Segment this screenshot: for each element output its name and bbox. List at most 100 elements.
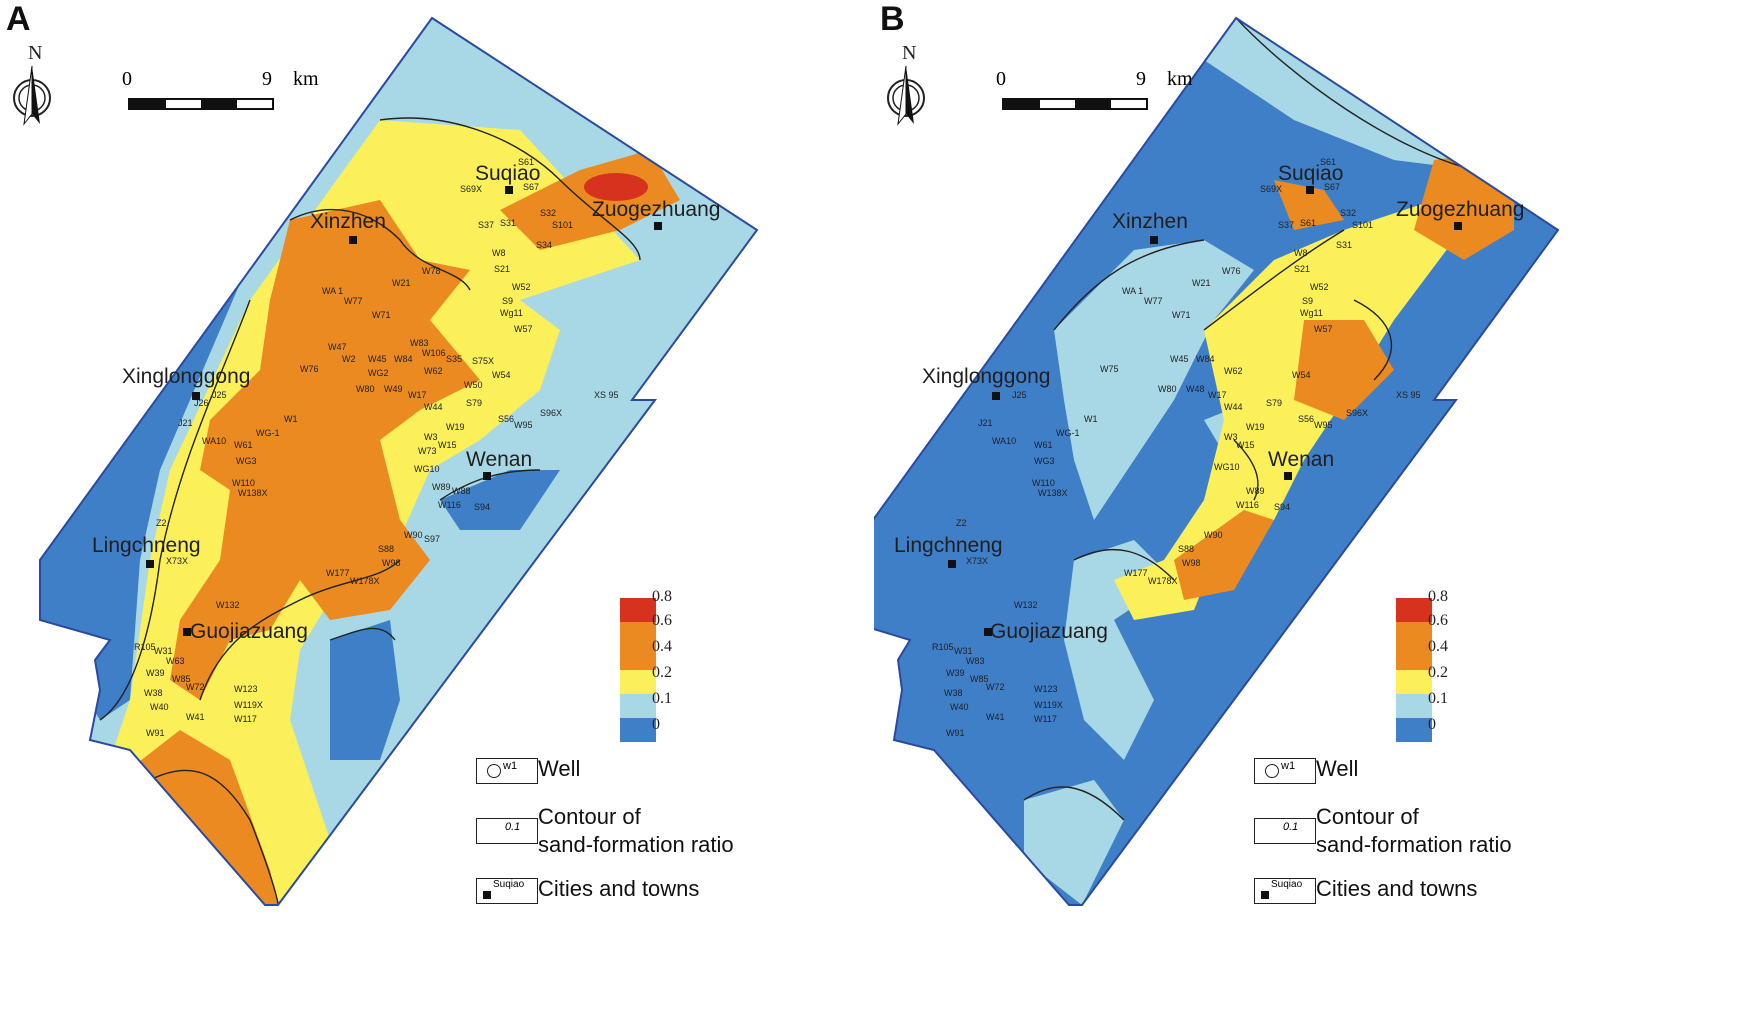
town-label: Guojiazuang (990, 620, 1108, 643)
well-label: WG10 (1214, 462, 1240, 472)
colorbar-tick: 0 (1428, 716, 1436, 733)
well-label: W45 (1170, 354, 1189, 364)
panel-a-map: A N 0 9 km Suqiao Zuogezhuang Xinzhen Xi… (6, 0, 759, 906)
well-label: W49 (384, 384, 403, 394)
north-arrow: N (880, 42, 936, 144)
well-label: XS 95 (1396, 390, 1421, 400)
scale-bar-graphic (128, 98, 274, 110)
well-label: W61 (234, 440, 253, 450)
well-label: S96X (1346, 408, 1369, 418)
well-label: J25 (212, 390, 227, 400)
well-label: WG-1 (256, 428, 280, 438)
well-label: S101 (552, 220, 574, 230)
well-label: W90 (404, 530, 423, 540)
town-marker (349, 236, 357, 244)
scale-bar: 0 9 km (996, 68, 1252, 122)
well-label: W63 (166, 656, 185, 666)
colorbar-tick: 0.8 (1428, 588, 1448, 605)
well-label: WA10 (992, 436, 1017, 446)
town-label: Zuogezhuang (592, 198, 721, 221)
well-label: W50 (464, 380, 483, 390)
panel-b-map: B N 0 9 km Suqiao Zuogezhuang Xinzhen Xi… (874, 0, 1748, 1013)
scale-start-label: 0 (996, 68, 1006, 90)
well-label: W54 (1292, 370, 1311, 380)
town-marker (192, 392, 200, 400)
well-label: W91 (946, 728, 965, 738)
scale-end-label: 9 (262, 68, 272, 90)
town-marker (984, 628, 992, 636)
well-label: W41 (986, 712, 1005, 722)
well-label: W83 (410, 338, 429, 348)
well-label: S88 (1178, 544, 1195, 554)
well-label: WA 1 (1122, 286, 1144, 296)
well-label: S97 (424, 534, 441, 544)
town-label: Guojiazuang (190, 620, 308, 643)
well-label: W91 (146, 728, 165, 738)
well-label: W95 (514, 420, 533, 430)
well-label: R105 (134, 642, 156, 652)
well-label: W177 (326, 568, 350, 578)
town-label: Suqiao (1278, 162, 1344, 185)
colorbar-tick: 0.8 (652, 588, 672, 605)
well-label: W98 (382, 558, 401, 568)
well-label: J25 (1012, 390, 1027, 400)
town-legend-symbol: Suqiao (1254, 878, 1316, 904)
well-label: W19 (1246, 422, 1265, 432)
colorbar-tick: 0.2 (652, 664, 672, 681)
well-label: S61 (1320, 157, 1337, 167)
well-label: J21 (978, 418, 993, 428)
well-label: W98 (1182, 558, 1201, 568)
well-label: W77 (1144, 296, 1163, 306)
well-label: W40 (950, 702, 969, 712)
town-label: Xinglonggong (922, 365, 1051, 388)
well-label: W119X (1034, 700, 1063, 710)
well-label: S31 (500, 218, 517, 228)
well-label: S67 (523, 182, 540, 192)
north-arrow: N (6, 42, 62, 144)
well-label: S88 (378, 544, 395, 554)
well-label: S101 (1352, 220, 1374, 230)
well-label: J21 (178, 418, 193, 428)
well-label: W44 (1224, 402, 1243, 412)
town-marker (183, 628, 191, 636)
scale-unit-label: km (1167, 68, 1193, 90)
well-label: W80 (1158, 384, 1177, 394)
well-label: Wg11 (500, 308, 523, 318)
well-label: W52 (512, 282, 531, 292)
well-label: W73 (418, 446, 437, 456)
well-label: W117 (234, 714, 257, 724)
well-label: W84 (394, 354, 413, 364)
well-label: W57 (1314, 324, 1333, 334)
well-label: S32 (540, 208, 557, 218)
well-label: W3 (424, 432, 438, 442)
well-label: W72 (986, 682, 1005, 692)
well-label: W40 (150, 702, 169, 712)
well-label: W41 (186, 712, 205, 722)
well-label: W3 (1224, 432, 1238, 442)
well-label: J26 (194, 398, 209, 408)
well-label: W21 (1192, 278, 1211, 288)
well-label: W21 (392, 278, 411, 288)
well-label: S96X (540, 408, 563, 418)
well-label: W83 (966, 656, 985, 666)
well-label: WG-1 (1056, 428, 1080, 438)
well-label: WG3 (1034, 456, 1055, 466)
scale-start-label: 0 (122, 68, 132, 90)
legend-towns-label: Cities and towns (538, 876, 700, 901)
well-label: W80 (356, 384, 375, 394)
well-label: W15 (1236, 440, 1255, 450)
well-label: WA 1 (322, 286, 344, 296)
well-label: S56 (498, 414, 515, 424)
well-label: S9 (502, 296, 514, 306)
contour-legend-symbol: 0.1 (1254, 818, 1316, 844)
well-legend-symbol: w1 (1254, 758, 1316, 784)
well-label: S79 (1266, 398, 1283, 408)
well-label: W132 (1014, 600, 1038, 610)
well-label: W48 (1186, 384, 1205, 394)
colorbar-tick: 0.1 (1428, 690, 1448, 707)
well-label: X73X (966, 556, 989, 566)
well-label: W138X (1038, 488, 1068, 498)
well-label: W45 (368, 354, 387, 364)
well-label: W116 (438, 500, 461, 510)
well-label: W77 (344, 296, 363, 306)
